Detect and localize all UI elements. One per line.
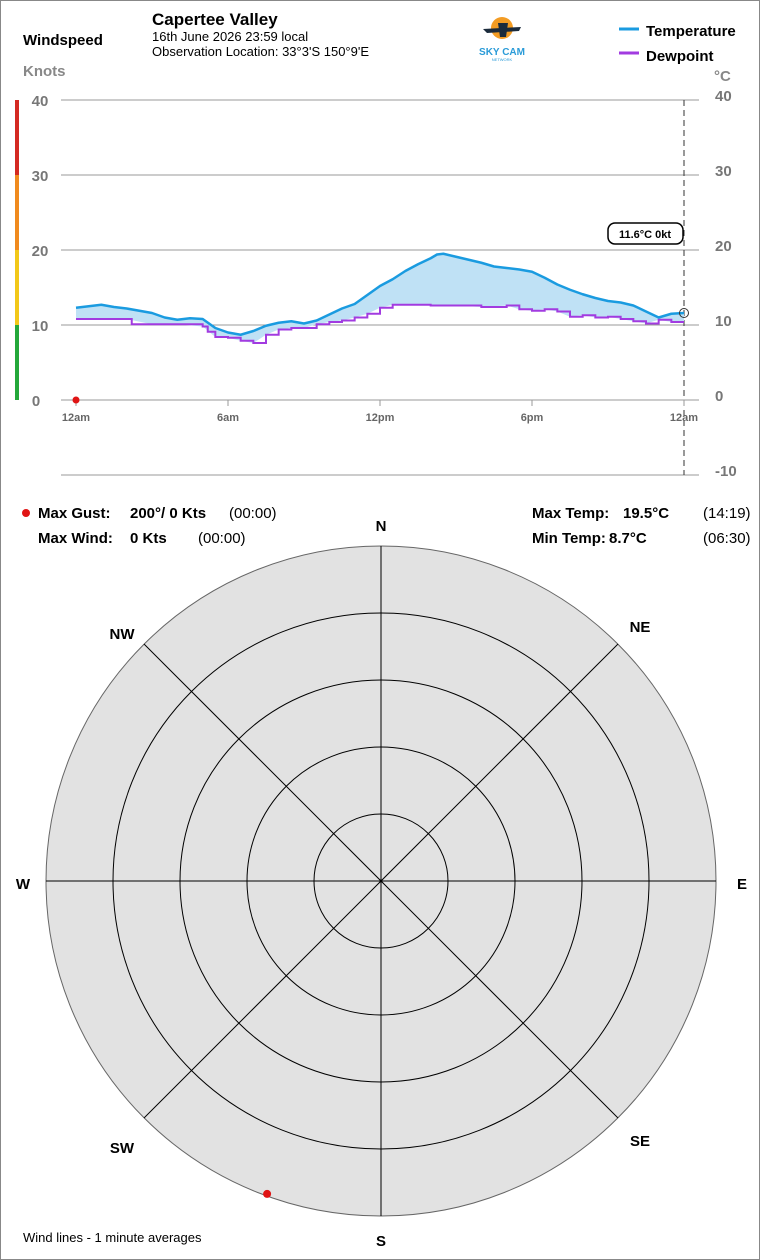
legend-dewpoint-label: Dewpoint [646, 48, 714, 65]
compass-label-n: N [376, 518, 387, 535]
scale-yellow-segment [15, 250, 19, 325]
x-tick-label: 6pm [521, 412, 544, 424]
temp-tick-label: 20 [715, 238, 732, 255]
compass-label-nw: NW [110, 626, 136, 643]
max-gust-time: (00:00) [229, 505, 277, 522]
compass-label-e: E [737, 876, 747, 893]
wind-tick-label: 40 [32, 93, 49, 110]
compass-label-s: S [376, 1233, 386, 1250]
sky-cam-logo: SKY CAM NETWORK [479, 17, 525, 62]
max-gust-value: 200°/ 0 Kts [130, 505, 206, 522]
wind-lines-footer: Wind lines - 1 minute averages [23, 1230, 202, 1245]
temperature-dewpoint-fill [76, 253, 684, 343]
celsius-unit-label: °C [714, 68, 731, 85]
min-temp-label: Min Temp: [532, 530, 606, 547]
wind-rose-spokes [46, 546, 716, 1216]
max-temp-time: (14:19) [703, 505, 751, 522]
max-temp-value: 19.5°C [623, 505, 669, 522]
windspeed-axis-title: Windspeed [23, 32, 103, 49]
series-line-dewpoint [76, 303, 684, 344]
compass-label-ne: NE [630, 619, 651, 636]
min-temp-value: 8.7°C [609, 530, 647, 547]
right-axis-ticks: 40 30 20 10 0 -10 [715, 88, 737, 480]
wind-tick-label: 30 [32, 168, 49, 185]
gust-time-marker [72, 396, 80, 404]
min-temp-time: (06:30) [703, 530, 751, 547]
max-temp-label: Max Temp: [532, 505, 609, 522]
series-line-temperature [75, 252, 685, 336]
stats-block: Max Gust: 200°/ 0 Kts (00:00) Max Wind: … [22, 505, 751, 547]
legend-temperature-label: Temperature [646, 23, 736, 40]
wind-tick-label: 10 [32, 318, 49, 335]
scale-orange-segment [15, 175, 19, 250]
observation-location: Observation Location: 33°3'S 150°9'E [152, 44, 369, 59]
series-layer [75, 252, 685, 344]
compass-label-se: SE [630, 1133, 650, 1150]
spoke-ne-sw [143, 643, 619, 1119]
left-axis-ticks: 40 30 20 10 0 [32, 93, 49, 410]
x-tick-label: 6am [217, 412, 239, 424]
current-badge-text: 11.6°C 0kt [619, 229, 671, 241]
compass-label-w: W [16, 876, 31, 893]
current-reading-badge: 11.6°C 0kt [607, 222, 684, 245]
knots-unit-label: Knots [23, 63, 66, 80]
current-badge-box [607, 222, 684, 245]
temp-tick-label: 10 [715, 313, 732, 330]
temp-tick-label: -10 [715, 463, 737, 480]
max-gust-label: Max Gust: [38, 505, 111, 522]
gust-direction-marker [263, 1189, 272, 1198]
gust-marker-icon [22, 509, 30, 517]
chart-legend: Temperature Dewpoint [619, 23, 736, 65]
max-wind-value: 0 Kts [130, 530, 167, 547]
scale-green-segment [15, 325, 19, 400]
logo-subtext: NETWORK [492, 57, 513, 62]
x-tick-label: 12am [62, 412, 90, 424]
compass-label-sw: SW [110, 1140, 135, 1157]
x-tick-label: 12pm [366, 412, 395, 424]
compass-labels: N NE E SE S SW W NW [16, 518, 747, 1250]
wind-tick-label: 20 [32, 243, 49, 260]
station-name: Capertee Valley [152, 10, 278, 29]
temp-tick-label: 0 [715, 388, 723, 405]
logo-text: SKY CAM [479, 47, 525, 58]
current-reading-dot [679, 308, 689, 318]
observation-datetime: 16th June 2026 23:59 local [152, 29, 308, 44]
scale-red-segment [15, 100, 19, 175]
temp-tick-label: 30 [715, 163, 732, 180]
max-wind-time: (00:00) [198, 530, 246, 547]
temp-tick-label: 40 [715, 88, 732, 105]
wind-colour-scale [15, 100, 19, 400]
wind-rose: N NE E SE S SW W NW [16, 518, 747, 1250]
x-axis-ticks: 12am 6am 12pm 6pm 12am [62, 400, 698, 424]
x-tick-label: 12am [670, 412, 698, 424]
wind-tick-label: 0 [32, 393, 40, 410]
max-wind-label: Max Wind: [38, 530, 113, 547]
